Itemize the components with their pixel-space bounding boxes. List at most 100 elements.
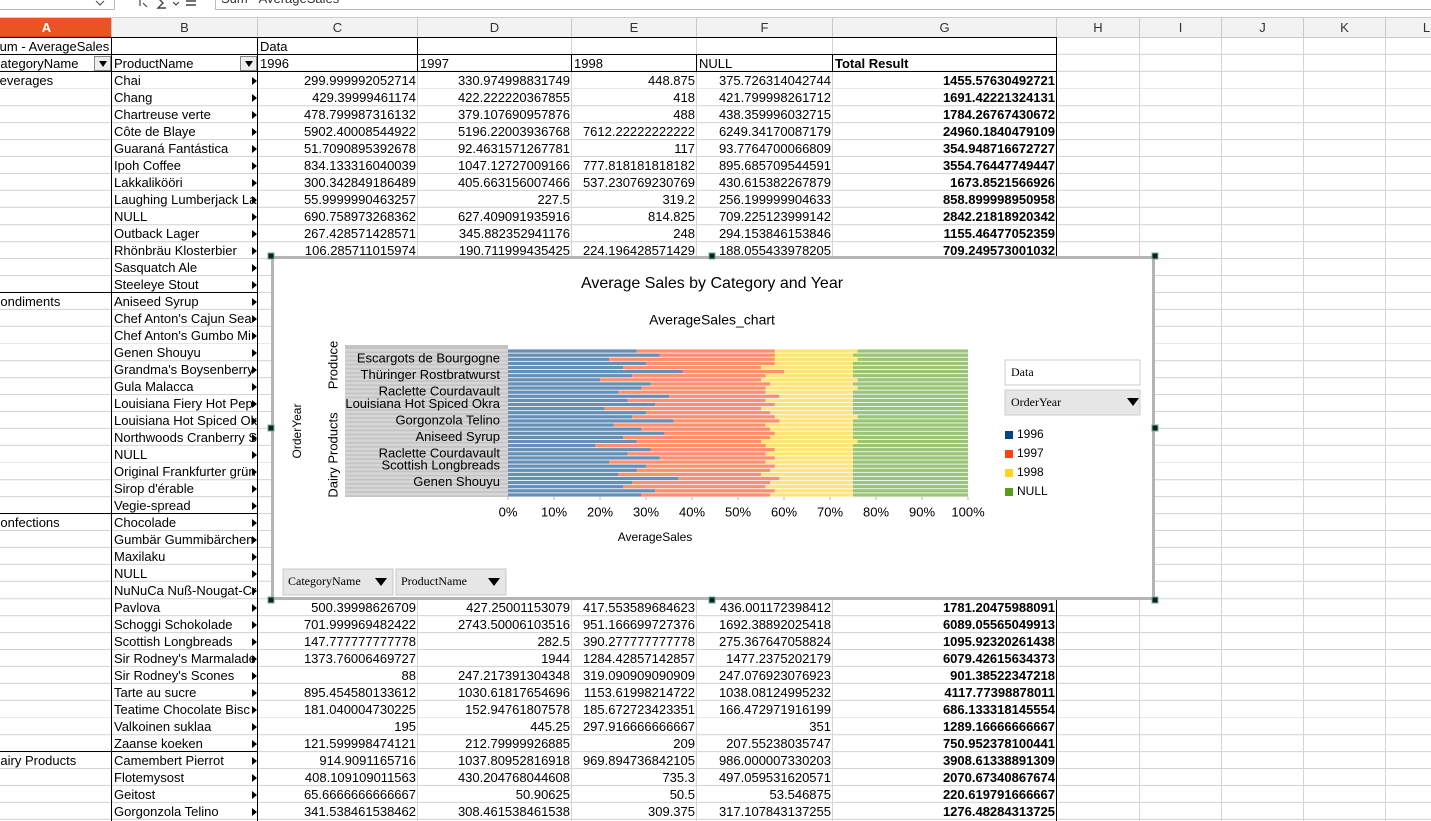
column-header[interactable]: K bbox=[1304, 18, 1386, 38]
value-cell[interactable]: 750.952378100441 bbox=[942, 736, 1055, 751]
product-cell[interactable]: Scottish Longbreads bbox=[114, 634, 233, 649]
value-cell[interactable]: 1030.61817654696 bbox=[457, 685, 570, 700]
value-cell[interactable]: 814.825 bbox=[648, 209, 695, 224]
value-cell[interactable]: 1692.38892025418 bbox=[718, 617, 831, 632]
product-cell[interactable]: Valkoinen suklaa bbox=[114, 719, 212, 734]
value-cell[interactable]: 500.39998626709 bbox=[311, 600, 416, 615]
value-cell[interactable]: 1784.26767430672 bbox=[942, 107, 1055, 122]
product-cell[interactable]: Lakkalikööri bbox=[114, 175, 183, 190]
value-cell[interactable]: 1095.92320261438 bbox=[942, 634, 1055, 649]
value-cell[interactable]: 1038.08124995232 bbox=[718, 685, 831, 700]
value-cell[interactable]: 248 bbox=[673, 226, 695, 241]
product-cell[interactable]: Grandma's Boysenberry bbox=[114, 362, 254, 377]
value-cell[interactable]: 106.285711015974 bbox=[304, 243, 416, 258]
value-cell[interactable]: 834.133316040039 bbox=[303, 158, 416, 173]
value-cell[interactable]: 209 bbox=[673, 736, 695, 751]
value-cell[interactable]: 351 bbox=[809, 719, 831, 734]
value-cell[interactable]: 6249.34170087179 bbox=[718, 124, 831, 139]
value-cell[interactable]: 735.3 bbox=[662, 770, 695, 785]
value-cell[interactable]: 421.799998261712 bbox=[718, 90, 831, 105]
field-button[interactable] bbox=[395, 568, 507, 596]
value-cell[interactable]: 2070.67340867674 bbox=[942, 770, 1055, 785]
product-cell[interactable]: NULL bbox=[114, 447, 148, 462]
value-cell[interactable]: 207.55238035747 bbox=[726, 736, 831, 751]
value-cell[interactable]: 478.799987316132 bbox=[303, 107, 416, 122]
value-cell[interactable]: 300.342849186489 bbox=[303, 175, 416, 190]
dropdown-arrow[interactable] bbox=[1127, 398, 1139, 406]
value-cell[interactable]: 65.6666666666667 bbox=[303, 787, 416, 802]
value-cell[interactable]: 390.277777777778 bbox=[582, 634, 695, 649]
dropdown-arrow[interactable] bbox=[488, 578, 500, 586]
pivot-column-header[interactable]: 1996 bbox=[260, 56, 289, 71]
value-cell[interactable]: 686.133318145554 bbox=[942, 702, 1055, 717]
value-cell[interactable]: 166.472971916199 bbox=[718, 702, 831, 717]
category-cell[interactable]: Condiments bbox=[0, 294, 61, 309]
product-cell[interactable]: Zaanse koeken bbox=[114, 736, 203, 751]
value-cell[interactable]: 308.461538461538 bbox=[457, 804, 570, 819]
product-cell[interactable]: Gumbär Gummibärchen bbox=[114, 532, 254, 547]
value-cell[interactable]: 1944 bbox=[541, 651, 570, 666]
value-cell[interactable]: 1047.12727009166 bbox=[457, 158, 570, 173]
value-cell[interactable]: 1155.46477052359 bbox=[943, 226, 1055, 241]
sum-icon[interactable] bbox=[156, 0, 166, 9]
value-cell[interactable]: 690.758973268362 bbox=[303, 209, 416, 224]
value-cell[interactable]: 93.7764700066809 bbox=[718, 141, 831, 156]
field-dropdown[interactable] bbox=[240, 56, 257, 71]
value-cell[interactable]: 24960.1840479109 bbox=[942, 124, 1055, 139]
value-cell[interactable]: 537.230769230769 bbox=[582, 175, 695, 190]
value-cell[interactable]: 417.553589684623 bbox=[582, 600, 695, 615]
value-cell[interactable]: 901.38522347218 bbox=[950, 668, 1055, 683]
column-header[interactable]: H bbox=[1057, 18, 1140, 38]
product-cell[interactable]: Maxilaku bbox=[114, 549, 166, 564]
legend-field-label[interactable]: OrderYear bbox=[1011, 395, 1061, 409]
product-cell[interactable]: Flotemysost bbox=[114, 770, 185, 785]
selection-handle[interactable] bbox=[267, 252, 275, 260]
value-cell[interactable]: 1276.48284313725 bbox=[942, 804, 1055, 819]
value-cell[interactable]: 5902.40008544922 bbox=[303, 124, 416, 139]
value-cell[interactable]: 190.711999435425 bbox=[458, 243, 570, 258]
value-cell[interactable]: 1373.76006469727 bbox=[303, 651, 416, 666]
value-cell[interactable]: 429.39999461174 bbox=[312, 90, 416, 105]
value-cell[interactable]: 405.663156007466 bbox=[457, 175, 570, 190]
value-cell[interactable]: 55.9999990463257 bbox=[303, 192, 416, 207]
value-cell[interactable]: 488 bbox=[673, 107, 695, 122]
value-cell[interactable]: 627.409091935916 bbox=[457, 209, 570, 224]
value-cell[interactable]: 438.359996032715 bbox=[718, 107, 831, 122]
value-cell[interactable]: 4117.77398878011 bbox=[944, 685, 1055, 700]
product-cell[interactable]: Louisiana Hot Spiced Ok bbox=[114, 413, 258, 428]
selection-handle[interactable] bbox=[708, 596, 716, 604]
column-header[interactable]: L bbox=[1386, 18, 1431, 38]
dropdown-arrow[interactable] bbox=[375, 578, 387, 586]
value-cell[interactable]: 267.428571428571 bbox=[303, 226, 416, 241]
value-cell[interactable]: 309.375 bbox=[648, 804, 695, 819]
value-cell[interactable]: 147.777777777778 bbox=[303, 634, 416, 649]
value-cell[interactable]: 117 bbox=[674, 141, 695, 156]
product-cell[interactable]: Teatime Chocolate Bisc bbox=[114, 702, 250, 717]
selection-handle[interactable] bbox=[267, 424, 275, 432]
value-cell[interactable]: 418 bbox=[673, 90, 695, 105]
value-cell[interactable]: 345.882352941176 bbox=[458, 226, 570, 241]
selection-handle[interactable] bbox=[267, 596, 275, 604]
product-cell[interactable]: Chocolade bbox=[114, 515, 177, 530]
value-cell[interactable]: 709.225123999142 bbox=[718, 209, 831, 224]
product-cell[interactable]: NULL bbox=[114, 566, 148, 581]
product-cell[interactable]: Guaraná Fantástica bbox=[114, 141, 229, 156]
name-box-dropdown[interactable] bbox=[95, 0, 105, 6]
name-box[interactable] bbox=[0, 0, 115, 10]
field-button[interactable] bbox=[282, 568, 394, 596]
value-cell[interactable]: 375.726314042744 bbox=[718, 73, 831, 88]
value-cell[interactable]: 256.199999904633 bbox=[718, 192, 831, 207]
value-cell[interactable]: 422.222220367855 bbox=[457, 90, 570, 105]
value-cell[interactable]: 895.685709544591 bbox=[718, 158, 831, 173]
product-cell[interactable]: Geitost bbox=[114, 787, 156, 802]
value-cell[interactable]: 986.000007330203 bbox=[718, 753, 831, 768]
pivot-data-field[interactable]: Sum - AverageSales bbox=[0, 39, 110, 54]
pivot-row-field[interactable]: ProductName bbox=[114, 56, 194, 71]
value-cell[interactable]: 319.2 bbox=[662, 192, 695, 207]
value-cell[interactable]: 858.899998950958 bbox=[942, 192, 1055, 207]
product-cell[interactable]: Rhönbräu Klosterbier bbox=[114, 243, 237, 258]
product-cell[interactable]: Vegie-spread bbox=[114, 498, 191, 513]
formula-input[interactable] bbox=[215, 0, 1431, 10]
sum-dropdown[interactable] bbox=[172, 1, 180, 6]
value-cell[interactable]: 1037.80952816918 bbox=[457, 753, 570, 768]
